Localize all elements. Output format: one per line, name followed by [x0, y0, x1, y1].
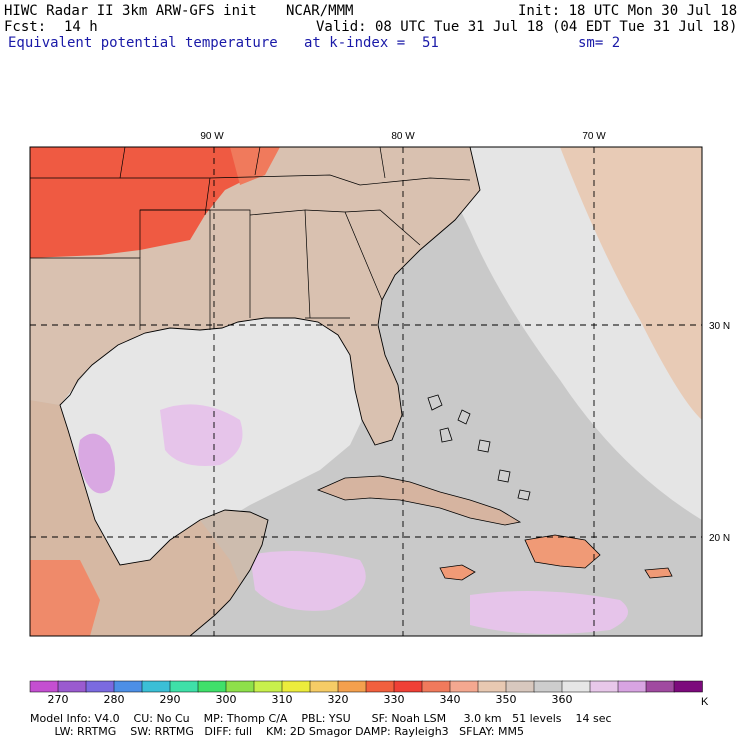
warm-patch-mexico [30, 560, 100, 636]
pale-band-atlantic [430, 147, 702, 520]
colorbar-swatch [505, 680, 535, 693]
colorbar-tick-label: 320 [327, 693, 349, 706]
colorbar-tick-label: 270 [47, 693, 69, 706]
colorbar-tick-label: 300 [215, 693, 237, 706]
valid-time: Valid: 08 UTC Tue 31 Jul 18 (04 EDT Tue … [316, 19, 738, 35]
colorbar-swatch [225, 680, 255, 693]
colorbar-tick-label: 340 [439, 693, 461, 706]
colorbar-swatch [365, 680, 395, 693]
bahamas [427, 394, 531, 501]
colorbar-swatch [113, 680, 143, 693]
level-label: at k-index = 51 [304, 35, 439, 51]
colorbar-swatch [253, 680, 283, 693]
map-area [30, 147, 702, 636]
hot-region-north [30, 147, 270, 258]
lon-label-80w: 80 W [391, 131, 415, 142]
purple-patch-south [250, 551, 366, 611]
purple-patch-caribbean [470, 591, 628, 634]
fcst-label: Fcst: [4, 19, 47, 35]
colorbar-swatch [477, 680, 507, 693]
colorbar-tick-label: 280 [103, 693, 125, 706]
colorbar [29, 680, 703, 693]
field-name: Equivalent potential temperature [8, 35, 278, 51]
org-label: NCAR/MMM [286, 3, 354, 19]
colorbar-swatch [533, 680, 563, 693]
colorbar-swatch [673, 680, 703, 693]
state-borders [30, 147, 471, 330]
colorbar-swatch [589, 680, 619, 693]
colorbar-swatch [617, 680, 647, 693]
colorbar-swatch [169, 680, 199, 693]
colorbar-swatch [281, 680, 311, 693]
colorbar-swatch [141, 680, 171, 693]
lat-label-30n: 30 N [709, 321, 730, 332]
colorbar-swatch [309, 680, 339, 693]
model-info-line2: LW: RRTMG SW: RRTMG DIFF: full KM: 2D Sm… [30, 725, 524, 738]
lat-label-20n: 20 N [709, 533, 730, 544]
model-title: HIWC Radar II 3km ARW-GFS init [4, 3, 257, 19]
lon-label-70w: 70 W [582, 131, 606, 142]
colorbar-swatch [449, 680, 479, 693]
puerto-rico [644, 567, 673, 579]
colorbar-swatch [645, 680, 675, 693]
colorbar-tick-label: 330 [383, 693, 405, 706]
colorbar-tick-label: 360 [551, 693, 573, 706]
colorbar-swatch [393, 680, 423, 693]
smoothing-label: sm= 2 [578, 35, 621, 51]
purple-patch-west [78, 433, 115, 494]
colorbar-swatch [29, 680, 59, 693]
colorbar-swatch [197, 680, 227, 693]
purple-patch-central [160, 404, 243, 466]
hot-region-fringe [230, 147, 280, 185]
colorbar-swatch [421, 680, 451, 693]
graticule [30, 147, 702, 636]
colorbar-swatch [337, 680, 367, 693]
colorbar-unit: K [701, 696, 709, 708]
hispaniola [524, 534, 601, 569]
map-frame [29, 146, 703, 637]
coastlines [59, 147, 481, 636]
model-info-line1: Model Info: V4.0 CU: No Cu MP: Thomp C/A… [30, 712, 612, 725]
init-time: Init: 18 UTC Mon 30 Jul 18 [518, 3, 738, 19]
colorbar-swatch [85, 680, 115, 693]
colorbar-tick-label: 350 [495, 693, 517, 706]
colorbar-swatch [561, 680, 591, 693]
colorbar-tick-label: 310 [271, 693, 293, 706]
yucatan-land [200, 510, 268, 585]
lon-label-90w: 90 W [200, 131, 224, 142]
jamaica [439, 564, 476, 581]
fcst-value: 14 h [64, 19, 98, 35]
colorbar-swatch [57, 680, 87, 693]
cuba [316, 475, 522, 526]
colorbar-tick-label: 290 [159, 693, 181, 706]
